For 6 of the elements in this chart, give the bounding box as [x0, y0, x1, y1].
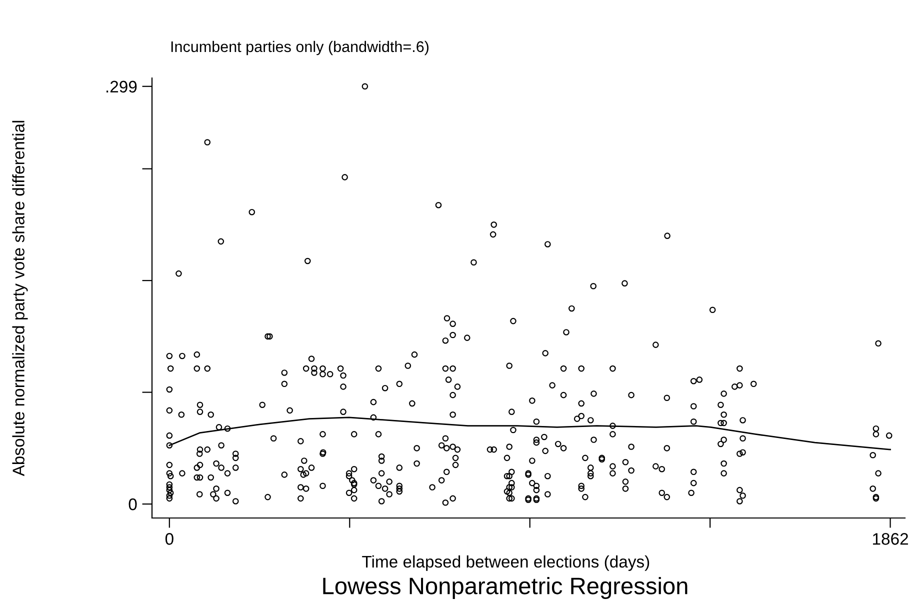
x-axis-title: Time elapsed between elections (days)	[362, 555, 650, 571]
y-tick-label: .299	[106, 80, 137, 93]
x-tick-label: 1862	[873, 533, 908, 545]
chart-subtitle: Incumbent parties only (bandwidth=.6)	[171, 40, 428, 56]
text: Lowess Nonparametric Regression	[323, 576, 688, 600]
y-axis-title: Absolute normalized party vote share differential	[12, 120, 28, 476]
